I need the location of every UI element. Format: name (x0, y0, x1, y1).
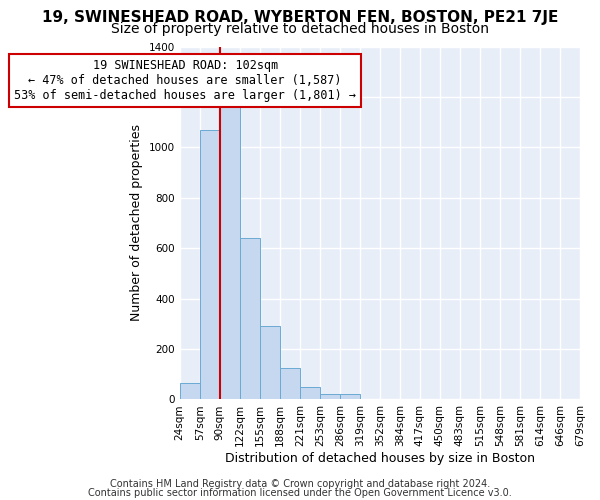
Bar (200, 130, 220, 400)
Text: 19, SWINESHEAD ROAD, WYBERTON FEN, BOSTON, PE21 7JE: 19, SWINESHEAD ROAD, WYBERTON FEN, BOSTO… (42, 10, 558, 25)
Bar (220, 107, 240, 400)
Text: Size of property relative to detached houses in Boston: Size of property relative to detached ho… (111, 22, 489, 36)
Bar (280, 368, 300, 400)
Text: 19 SWINESHEAD ROAD: 102sqm
← 47% of detached houses are smaller (1,587)
53% of s: 19 SWINESHEAD ROAD: 102sqm ← 47% of deta… (14, 59, 356, 102)
Text: Contains HM Land Registry data © Crown copyright and database right 2024.: Contains HM Land Registry data © Crown c… (110, 479, 490, 489)
Bar (320, 394, 340, 400)
Bar (300, 387, 320, 400)
X-axis label: Distribution of detached houses by size in Boston: Distribution of detached houses by size … (225, 452, 535, 465)
Y-axis label: Number of detached properties: Number of detached properties (130, 124, 143, 322)
Bar (240, 238, 260, 400)
Bar (260, 326, 280, 400)
Bar (340, 394, 360, 400)
Bar (180, 383, 200, 400)
Text: Contains public sector information licensed under the Open Government Licence v3: Contains public sector information licen… (88, 488, 512, 498)
